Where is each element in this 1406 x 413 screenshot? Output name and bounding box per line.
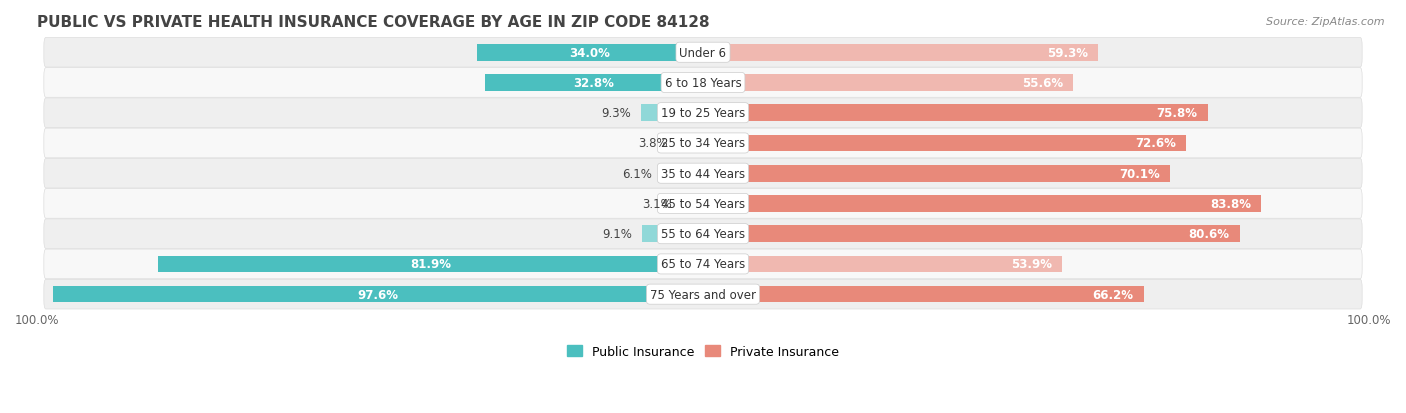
- Bar: [703, 105, 1208, 122]
- Bar: [678, 135, 703, 152]
- Text: 3.1%: 3.1%: [643, 197, 672, 211]
- Text: 3.8%: 3.8%: [638, 137, 668, 150]
- Bar: [703, 75, 1073, 92]
- Text: 59.3%: 59.3%: [1047, 47, 1088, 59]
- Text: 6.1%: 6.1%: [623, 167, 652, 180]
- Text: 81.9%: 81.9%: [411, 258, 451, 271]
- Bar: [703, 286, 1143, 303]
- Text: 6 to 18 Years: 6 to 18 Years: [665, 77, 741, 90]
- Bar: [643, 226, 703, 242]
- FancyBboxPatch shape: [44, 249, 1362, 279]
- Text: 55 to 64 Years: 55 to 64 Years: [661, 228, 745, 241]
- Bar: [641, 105, 703, 122]
- Bar: [703, 226, 1240, 242]
- Text: 25 to 34 Years: 25 to 34 Years: [661, 137, 745, 150]
- Text: 55.6%: 55.6%: [1022, 77, 1063, 90]
- Text: 66.2%: 66.2%: [1092, 288, 1133, 301]
- Text: 75.8%: 75.8%: [1157, 107, 1198, 120]
- Text: PUBLIC VS PRIVATE HEALTH INSURANCE COVERAGE BY AGE IN ZIP CODE 84128: PUBLIC VS PRIVATE HEALTH INSURANCE COVER…: [37, 15, 710, 30]
- Text: 34.0%: 34.0%: [569, 47, 610, 59]
- Text: 70.1%: 70.1%: [1119, 167, 1160, 180]
- Bar: [703, 256, 1062, 273]
- Text: 65 to 74 Years: 65 to 74 Years: [661, 258, 745, 271]
- Text: Source: ZipAtlas.com: Source: ZipAtlas.com: [1267, 17, 1385, 26]
- Text: 35 to 44 Years: 35 to 44 Years: [661, 167, 745, 180]
- FancyBboxPatch shape: [44, 280, 1362, 309]
- Bar: [477, 45, 703, 62]
- Legend: Public Insurance, Private Insurance: Public Insurance, Private Insurance: [562, 340, 844, 363]
- Text: 53.9%: 53.9%: [1011, 258, 1052, 271]
- Text: 80.6%: 80.6%: [1188, 228, 1230, 241]
- FancyBboxPatch shape: [44, 189, 1362, 219]
- FancyBboxPatch shape: [44, 219, 1362, 249]
- Bar: [703, 166, 1170, 182]
- Bar: [485, 75, 703, 92]
- Bar: [703, 135, 1187, 152]
- Text: 97.6%: 97.6%: [357, 288, 399, 301]
- Text: 19 to 25 Years: 19 to 25 Years: [661, 107, 745, 120]
- Text: 72.6%: 72.6%: [1136, 137, 1177, 150]
- Text: 83.8%: 83.8%: [1211, 197, 1251, 211]
- Text: Under 6: Under 6: [679, 47, 727, 59]
- FancyBboxPatch shape: [44, 69, 1362, 98]
- Bar: [662, 166, 703, 182]
- FancyBboxPatch shape: [44, 159, 1362, 189]
- Bar: [682, 196, 703, 212]
- FancyBboxPatch shape: [44, 38, 1362, 68]
- Text: 45 to 54 Years: 45 to 54 Years: [661, 197, 745, 211]
- Text: 32.8%: 32.8%: [574, 77, 614, 90]
- Bar: [157, 256, 703, 273]
- Bar: [53, 286, 703, 303]
- Text: 9.1%: 9.1%: [603, 228, 633, 241]
- Text: 9.3%: 9.3%: [602, 107, 631, 120]
- Text: 75 Years and over: 75 Years and over: [650, 288, 756, 301]
- FancyBboxPatch shape: [44, 99, 1362, 128]
- Bar: [703, 196, 1261, 212]
- FancyBboxPatch shape: [44, 129, 1362, 159]
- Bar: [703, 45, 1098, 62]
